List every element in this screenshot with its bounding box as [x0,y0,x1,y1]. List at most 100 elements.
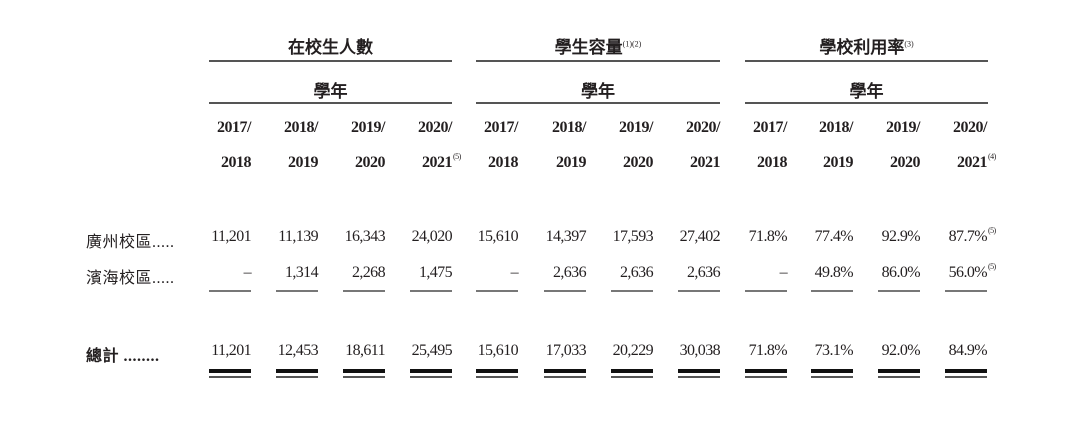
group-rule [745,60,988,62]
year-top-text: 2019/ [886,119,920,136]
table-cell: 86.0% [850,264,921,282]
year-bottom: 2021 (5) [392,152,461,172]
year-top: 2017/ [458,119,518,137]
year-bottom: 2020 [325,154,386,172]
total-double-underline-bottom [811,376,853,378]
table-cell: 56.0% (5) [917,262,996,282]
cell-value: 24,020 [411,228,453,245]
group-rule [476,60,720,62]
cell-value: 11,201 [211,342,251,359]
subtitle-text: 學年 [581,82,615,101]
group-rule [209,60,452,62]
cell-value: 11,139 [278,228,318,245]
year-top-text: 2020/ [418,119,452,136]
cell-value: 71.8% [748,342,788,359]
table-cell: 11,139 [248,228,318,246]
total-double-underline-top [811,369,853,373]
year-bottom: 2018 [727,154,788,172]
total-double-underline-bottom [476,376,518,378]
table-cell: 24,020 [382,228,453,246]
total-double-underline-top [209,369,251,373]
cell-value: 56.0% [948,264,988,281]
cell-value: 17,033 [545,342,587,359]
cell-value: 30,038 [679,342,721,359]
year-bottom-text: 2018 [488,154,519,171]
table-cell: 11,201 [181,228,251,246]
cell-value: 49.8% [814,264,854,281]
subtotal-underline [678,290,720,292]
cell-value: 2,636 [552,264,587,281]
year-top: 2018/ [526,119,586,137]
cell-value: 92.0% [881,342,921,359]
table-cell: 71.8% [717,228,788,246]
cell-value: 86.0% [881,264,921,281]
year-bottom-text: 2020 [890,154,921,171]
group-title-text: 學校利用率 [819,38,905,57]
table-cell: 16,343 [315,228,386,246]
row-label: 廣州校區..... [86,228,175,252]
total-double-underline-top [276,369,318,373]
subtitle-rule [476,102,720,104]
table-cell: 17,033 [516,342,587,360]
year-top: 2018/ [258,119,318,137]
year-bottom-text: 2020 [623,154,654,171]
cell-value: 16,343 [344,228,386,245]
table-cell: 77.4% [783,228,854,246]
cell-value: 92.9% [881,228,921,245]
subtitle-rule [745,102,988,104]
year-bottom-text: 2018 [757,154,788,171]
total-double-underline-top [945,369,987,373]
cell-value: – [243,264,252,281]
table-cell: 1,475 [382,264,453,282]
cell-value: 27,402 [679,228,721,245]
year-bottom: 2020 [860,154,921,172]
footnote-ref: (1)(2) [622,39,642,49]
subtotal-underline [410,290,452,292]
subtotal-underline [811,290,853,292]
year-top: 2019/ [325,119,385,137]
year-bottom-text: 2019 [823,154,854,171]
year-bottom: 2021 (4) [927,152,996,172]
year-top-text: 2019/ [619,119,653,136]
year-bottom-text: 2018 [221,154,252,171]
footnote-ref: (5) [988,262,996,271]
year-bottom: 2019 [526,154,587,172]
year-bottom-text: 2019 [288,154,319,171]
footnote-ref: (4) [988,152,996,161]
cell-value: 84.9% [948,342,988,359]
table-cell: 12,453 [248,342,319,360]
group-title: 在校生人數 [209,33,452,58]
cell-value: – [779,264,788,281]
cell-value: 2,636 [686,264,721,281]
table-cell: 15,610 [448,228,519,246]
footnote-ref: (5) [988,226,996,235]
total-double-underline-bottom [544,376,586,378]
cell-value: 87.7% [948,228,988,245]
year-bottom-text: 2021 [422,154,453,171]
table-cell: 1,314 [248,264,319,282]
cell-value: 77.4% [814,228,854,245]
year-top-text: 2018/ [284,119,318,136]
cell-value: 18,611 [345,342,385,359]
total-double-underline-bottom [745,376,787,378]
footnote-ref: (5) [453,152,461,161]
subtotal-underline [544,290,586,292]
year-top: 2017/ [727,119,787,137]
footnote-ref: (3) [904,39,914,49]
total-double-underline-top [410,369,452,373]
cell-value: 12,453 [277,342,319,359]
group-title-text: 在校生人數 [288,38,373,57]
year-top-text: 2020/ [953,119,987,136]
cell-value: 25,495 [411,342,453,359]
cell-value: 15,610 [477,228,519,245]
group-subtitle: 學年 [745,77,988,102]
year-top-text: 2017/ [217,119,251,136]
total-double-underline-top [544,369,586,373]
table-cell: 30,038 [650,342,721,360]
group-title: 學生容量(1)(2) [476,33,720,58]
table-cell: 49.8% [783,264,854,282]
total-double-underline-top [476,369,518,373]
year-bottom: 2018 [458,154,519,172]
subtotal-underline [745,290,787,292]
subtotal-underline [611,290,653,292]
